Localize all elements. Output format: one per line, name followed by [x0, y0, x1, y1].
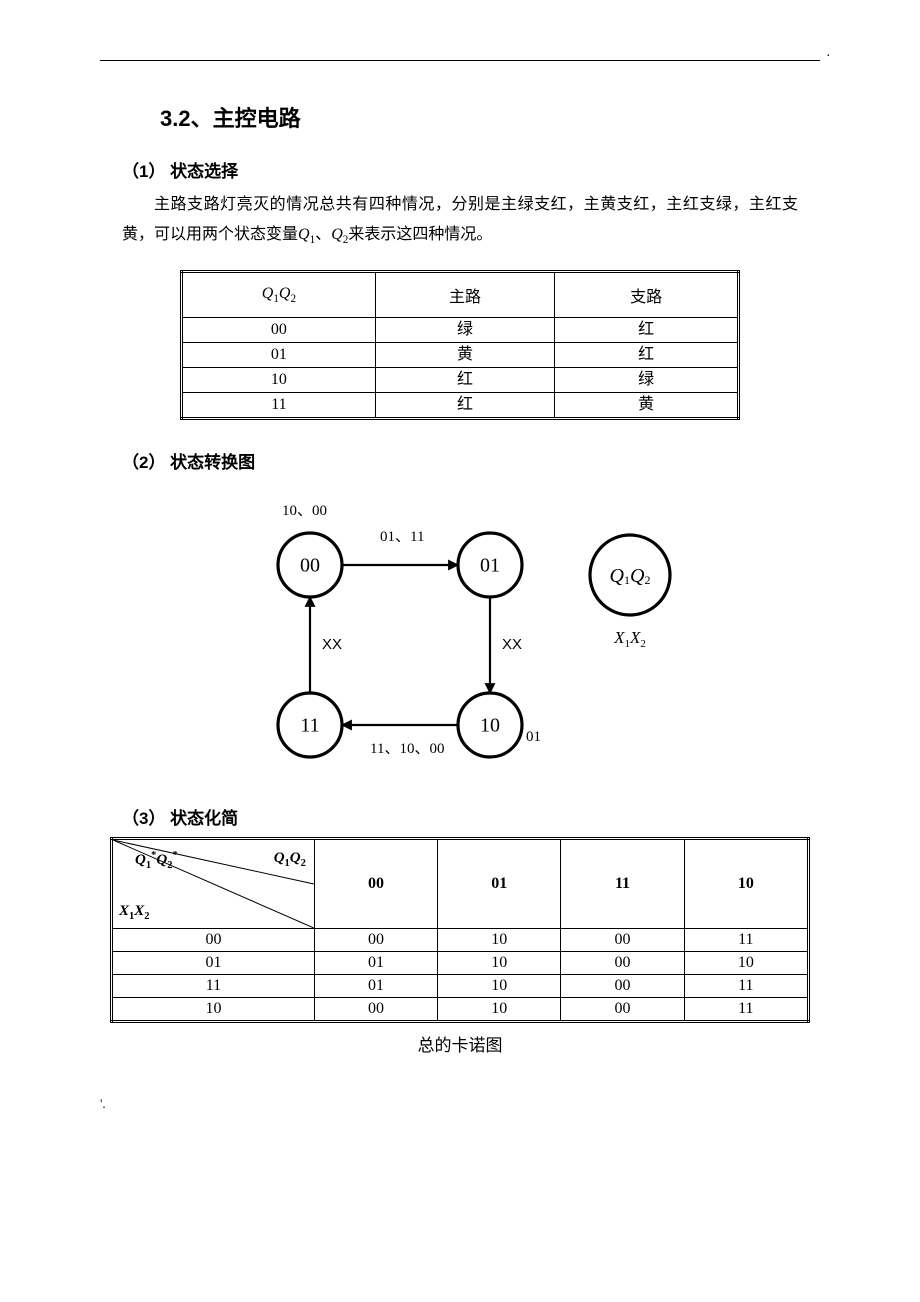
state-diagram-svg: 01、11 XX 11、10、00 XX 10、00 01 00 01 10 11 Q1Q2 X1X2: [230, 485, 690, 775]
p1-mid: 、: [315, 226, 331, 243]
svg-text:X1X2: X1X2: [613, 628, 646, 650]
kmap-corner: Q1*Q2* Q1Q2 X1X2: [112, 838, 315, 928]
kmap-corner-right: Q1Q2: [274, 850, 306, 869]
top-rule: [100, 60, 820, 61]
table-row: 00 绿 红: [182, 317, 739, 342]
state-table-h1: 主路: [375, 271, 554, 317]
svg-text:01: 01: [526, 729, 541, 745]
table-row: 10 红 绿: [182, 367, 739, 392]
kmap-table: Q1*Q2* Q1Q2 X1X2 00 01 11 10 00 00 10 00…: [110, 837, 810, 1023]
table-row: 01 01 10 00 10: [112, 951, 809, 974]
svg-text:10: 10: [480, 714, 500, 736]
table-row: Q1*Q2* Q1Q2 X1X2 00 01 11 10: [112, 838, 809, 928]
svg-text:XX: XX: [322, 636, 342, 653]
section-number: 3.2: [160, 106, 191, 131]
section-title-text: 主控电路: [213, 106, 301, 131]
part3-heading: （3） 状态化简: [122, 804, 820, 829]
page: 3.2、主控电路 （1） 状态选择 主路支路灯亮灭的情况总共有四种情况，分别是主…: [0, 0, 920, 1152]
svg-text:01: 01: [480, 554, 500, 576]
section-title: 3.2、主控电路: [160, 101, 820, 133]
state-table-h0: Q1Q2: [182, 271, 376, 317]
table-row: 00 00 10 00 11: [112, 928, 809, 951]
var-q2: Q2: [331, 226, 348, 243]
table-row: 11 01 10 00 11: [112, 974, 809, 997]
footer-mark: '.: [100, 1096, 820, 1112]
svg-text:Q1Q2: Q1Q2: [610, 564, 651, 586]
table-row: Q1Q2 主路 支路: [182, 271, 739, 317]
svg-text:XX: XX: [502, 636, 522, 653]
part2-heading: （2） 状态转换图: [122, 448, 820, 473]
state-table: Q1Q2 主路 支路 00 绿 红 01 黄 红 10 红 绿 11: [180, 270, 740, 420]
kmap-corner-top: Q1*Q2*: [135, 850, 178, 871]
p1-post: 来表示这四种情况。: [348, 226, 492, 243]
table-row: 01 黄 红: [182, 342, 739, 367]
table-row: 10 00 10 00 11: [112, 997, 809, 1021]
svg-text:11: 11: [300, 714, 319, 736]
part1-heading: （1） 状态选择: [122, 157, 820, 182]
kmap-corner-bottom: X1X2: [119, 903, 150, 922]
svg-text:11、10、00: 11、10、00: [370, 741, 444, 757]
state-table-h2: 支路: [555, 271, 739, 317]
svg-text:10、00: 10、00: [282, 503, 327, 519]
var-q1: Q1: [298, 226, 315, 243]
kmap-caption: 总的卡诺图: [100, 1031, 820, 1056]
state-diagram: 01、11 XX 11、10、00 XX 10、00 01 00 01 10 11 Q1Q2 X1X2: [230, 485, 690, 780]
table-row: 11 红 黄: [182, 392, 739, 418]
part1-paragraph: 主路支路灯亮灭的情况总共有四种情况，分别是主绿支红，主黄支红，主红支绿，主红支黄…: [122, 190, 798, 252]
svg-text:01、11: 01、11: [380, 529, 424, 545]
svg-text:00: 00: [300, 554, 320, 576]
